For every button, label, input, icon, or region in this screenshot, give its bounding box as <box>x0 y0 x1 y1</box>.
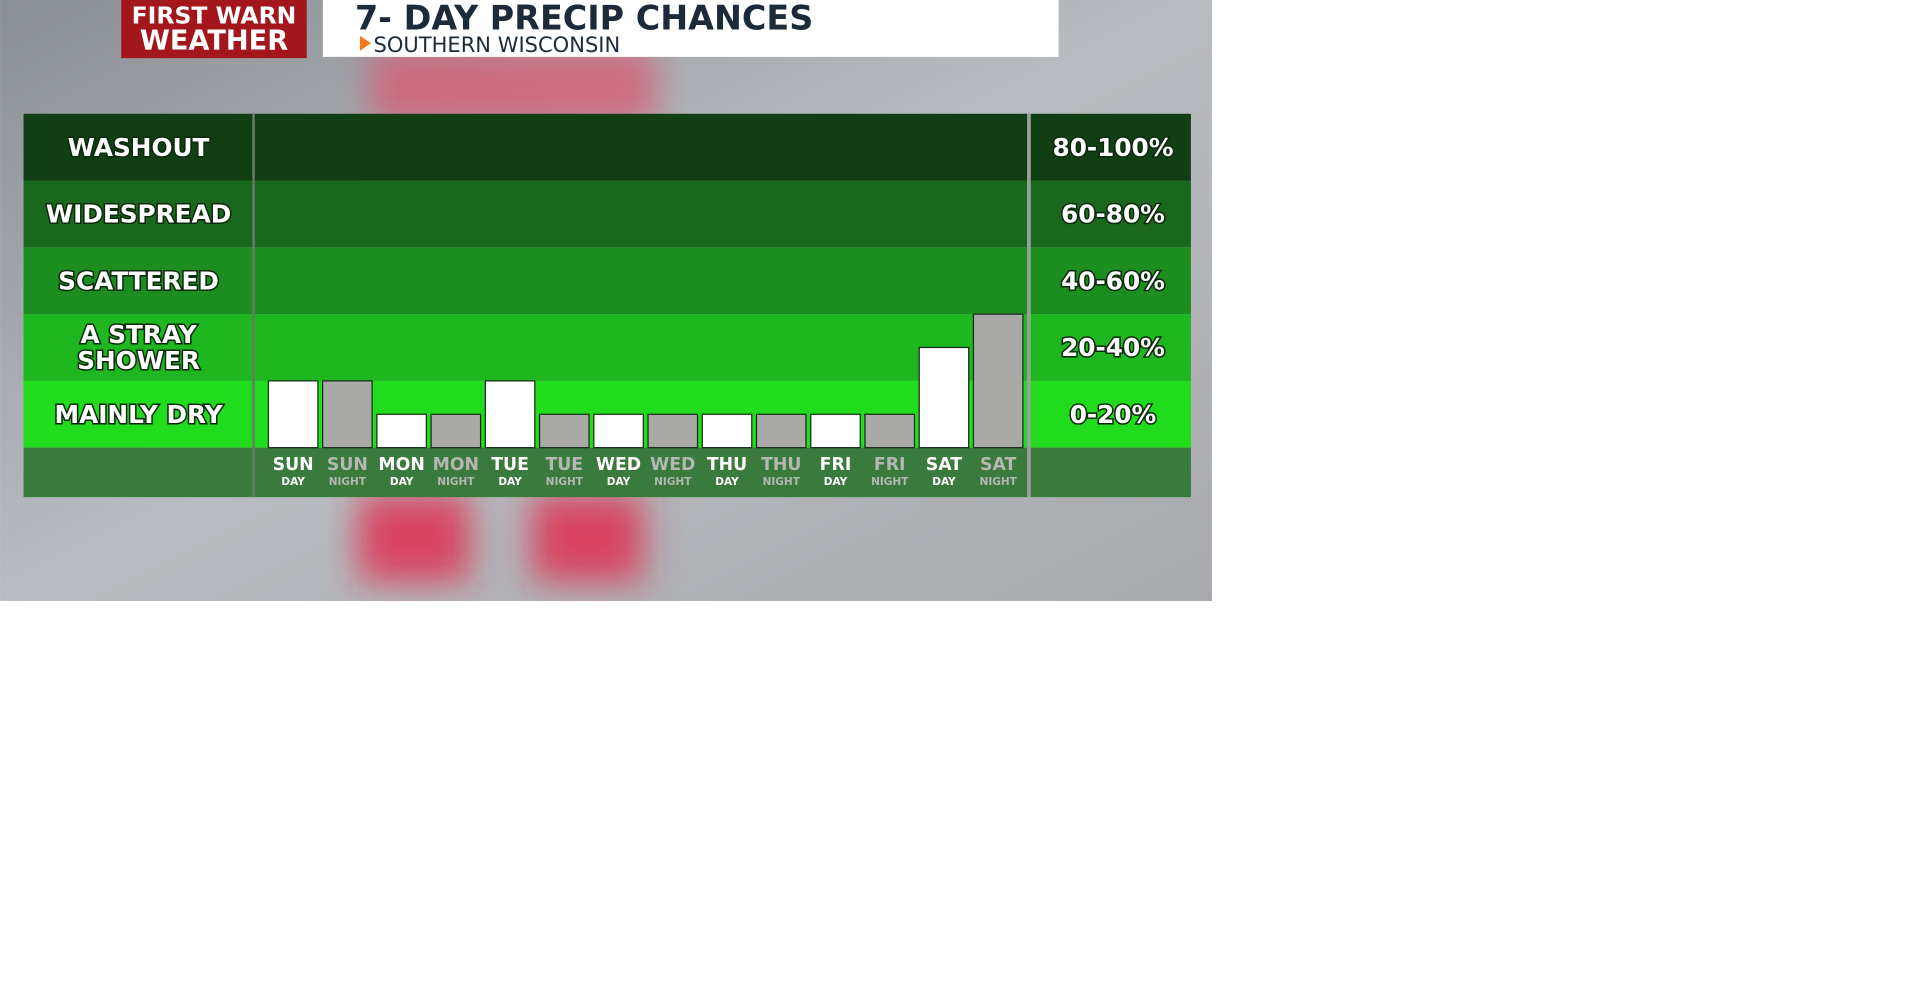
x-tick-sublabel: DAY <box>390 476 414 488</box>
x-tick-sublabel: DAY <box>824 476 848 488</box>
x-tick-label: SUN <box>273 455 314 475</box>
x-tick-label: SAT <box>926 455 963 475</box>
title-box <box>322 0 1059 57</box>
x-tick-label: THU <box>761 455 801 475</box>
x-tick-sublabel: DAY <box>932 476 956 488</box>
x-tick-label: TUE <box>545 455 583 475</box>
band-range: 80-100% <box>1053 133 1174 162</box>
bar <box>430 413 482 449</box>
bar <box>538 413 590 449</box>
x-tick-sublabel: DAY <box>607 476 631 488</box>
x-tick-label: MON <box>433 455 479 475</box>
title: 7- DAY PRECIP CHANCES <box>355 0 813 38</box>
bar <box>864 413 916 449</box>
bar <box>810 413 861 449</box>
x-tick-label: SUN <box>327 455 368 475</box>
x-tick-label: FRI <box>820 455 852 475</box>
bar <box>267 380 319 449</box>
band-label: SCATTERED <box>58 266 219 295</box>
band <box>23 247 1191 315</box>
x-tick-sublabel: NIGHT <box>437 476 475 488</box>
x-tick-label: MON <box>378 455 424 475</box>
x-tick-label: WED <box>650 455 695 475</box>
x-tick-sublabel: DAY <box>715 476 739 488</box>
band-range: 0-20% <box>1070 400 1157 429</box>
bar <box>755 413 807 449</box>
x-tick-sublabel: NIGHT <box>763 476 801 488</box>
x-tick-sublabel: NIGHT <box>980 476 1018 488</box>
logo-text: FIRST WARN <box>132 1 297 29</box>
logo-box <box>121 0 307 59</box>
band <box>23 113 1191 181</box>
bar <box>701 413 753 449</box>
x-tick-sublabel: NIGHT <box>871 476 909 488</box>
bar <box>593 413 644 449</box>
bar <box>647 413 699 449</box>
band-range: 60-80% <box>1061 200 1165 229</box>
graphic: FIRST WARN WEATHER 7- DAY PRECIP CHANCES… <box>0 0 1212 601</box>
bar <box>972 313 1024 449</box>
subtitle-arrow <box>359 35 372 51</box>
bar <box>376 413 427 449</box>
label-row <box>23 447 1191 498</box>
x-tick-label: WED <box>596 455 641 475</box>
x-tick-sublabel: DAY <box>498 476 522 488</box>
band-label: MAINLY DRY <box>54 400 223 429</box>
bar <box>918 346 970 449</box>
band-range: 20-40% <box>1061 333 1165 362</box>
band-label: SHOWER <box>77 346 200 375</box>
x-tick-sublabel: NIGHT <box>546 476 584 488</box>
band-label: WASHOUT <box>68 133 210 162</box>
band-label: WIDESPREAD <box>46 200 231 229</box>
band <box>23 180 1191 248</box>
x-tick-sublabel: DAY <box>281 476 305 488</box>
logo-text: WEATHER <box>140 25 288 56</box>
band-label: A STRAY <box>81 320 198 349</box>
x-tick-label: TUE <box>491 455 529 475</box>
x-tick-sublabel: NIGHT <box>329 476 367 488</box>
background-blur <box>358 49 656 582</box>
x-tick-label: FRI <box>874 455 906 475</box>
x-tick-sublabel: NIGHT <box>654 476 692 488</box>
subtitle: SOUTHERN WISCONSIN <box>374 32 621 57</box>
x-tick-label: SAT <box>980 455 1017 475</box>
x-tick-label: THU <box>707 455 747 475</box>
bar <box>322 380 373 449</box>
band-range: 40-60% <box>1061 266 1165 295</box>
bar <box>484 380 536 449</box>
